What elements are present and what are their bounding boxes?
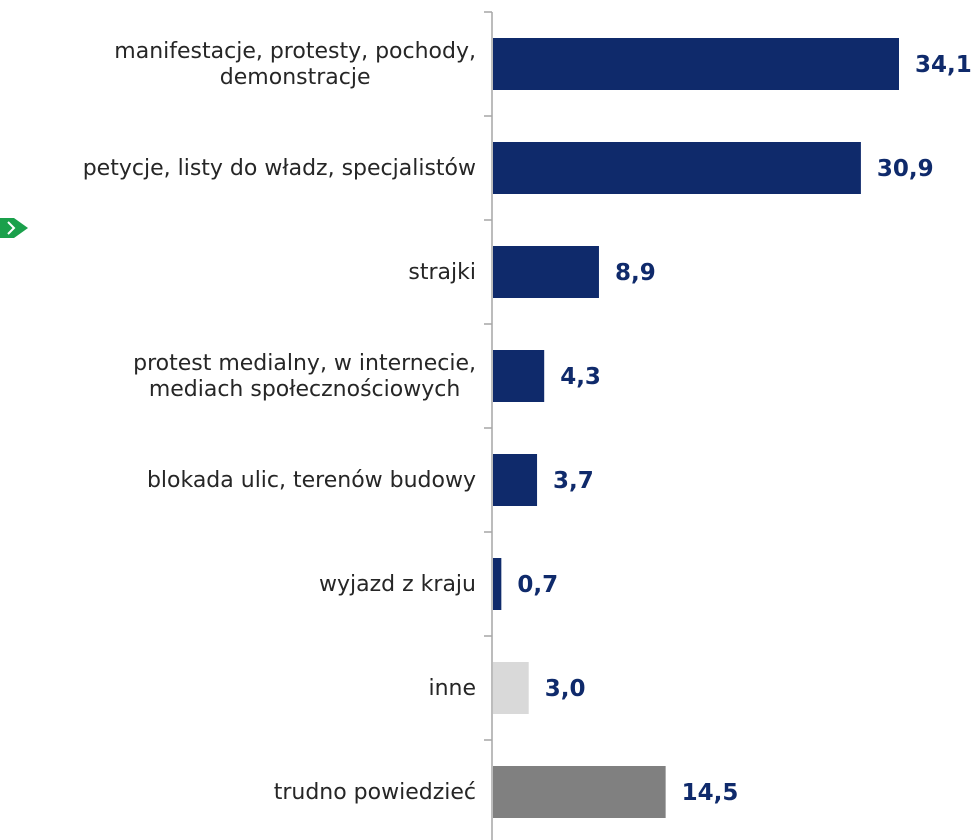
- bar-6: [493, 662, 529, 714]
- category-label-1: petycje, listy do władz, specjalistów: [83, 156, 476, 181]
- value-label-6: 3,0: [545, 676, 586, 702]
- bar-3: [493, 350, 545, 402]
- category-label-0: manifestacje, protesty, pochody, demonstr…: [114, 39, 476, 90]
- bar-5: [493, 558, 502, 610]
- bar-0: [493, 38, 899, 90]
- category-label-5: wyjazd z kraju: [319, 572, 476, 597]
- value-label-3: 4,3: [560, 364, 601, 390]
- green-arrow-icon: [0, 218, 28, 238]
- value-label-7: 14,5: [682, 780, 739, 806]
- category-label-3: protest medialny, w internecie, mediach s…: [133, 351, 476, 402]
- bar-1: [493, 142, 861, 194]
- bar-7: [493, 766, 666, 818]
- bar-4: [493, 454, 538, 506]
- category-label-6: inne: [428, 676, 476, 701]
- category-label-4: blokada ulic, terenów budowy: [147, 468, 476, 493]
- value-label-5: 0,7: [517, 572, 558, 598]
- category-label-2: strajki: [408, 260, 476, 285]
- value-label-1: 30,9: [877, 156, 934, 182]
- bar-2: [493, 246, 599, 298]
- value-label-4: 3,7: [553, 468, 594, 494]
- value-label-0: 34,1: [915, 52, 972, 78]
- category-label-7: trudno powiedzieć: [274, 780, 476, 805]
- value-label-2: 8,9: [615, 260, 656, 286]
